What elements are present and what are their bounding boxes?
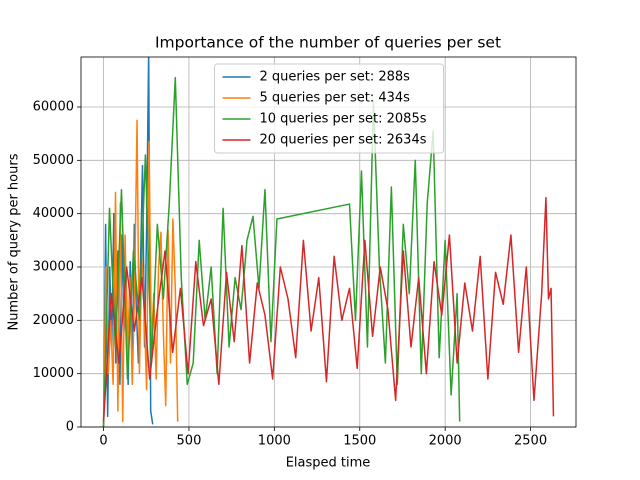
chart-title: Importance of the number of queries per …: [155, 34, 501, 52]
x-tick-label: 2500: [514, 434, 547, 449]
x-axis-label: Elasped time: [286, 456, 371, 471]
y-tick-label: 40000: [33, 206, 74, 221]
plot-frame: [80, 56, 577, 428]
plot-lines: [102, 57, 555, 427]
series-line: [102, 119, 179, 427]
y-tick-label: 30000: [33, 260, 74, 275]
legend-label: 5 queries per set: 434s: [260, 91, 411, 106]
legend-label: 20 queries per set: 2634s: [260, 133, 427, 148]
x-tick-label: 0: [99, 434, 107, 449]
x-tick-label: 500: [177, 434, 202, 449]
y-axis-label: Number of query per hours: [7, 153, 22, 330]
legend-label: 2 queries per set: 288s: [260, 70, 411, 85]
x-tick-label: 1000: [258, 434, 291, 449]
legend-label: 10 queries per set: 2085s: [260, 112, 427, 127]
y-tick-label: 60000: [33, 100, 74, 115]
y-tick-label: 10000: [33, 366, 74, 381]
y-tick-label: 0: [66, 420, 74, 435]
x-tick-label: 1500: [343, 434, 376, 449]
x-tick-label: 2000: [429, 434, 462, 449]
y-tick-label: 50000: [33, 153, 74, 168]
y-tick-label: 20000: [33, 313, 74, 328]
legend-box: [214, 63, 444, 154]
series-line: [102, 76, 461, 427]
series-line: [102, 196, 555, 422]
